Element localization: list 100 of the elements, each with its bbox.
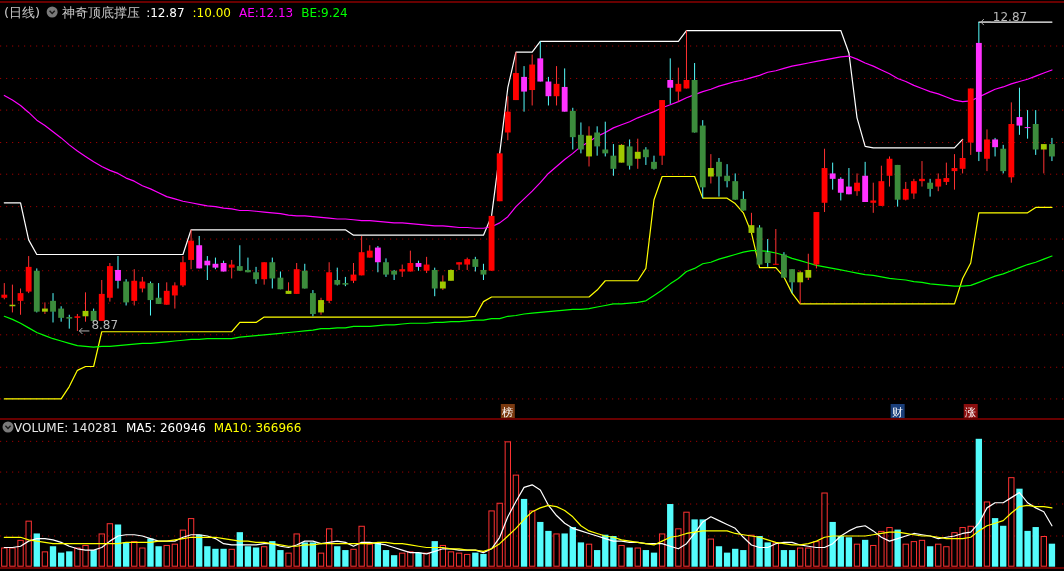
candlestick bbox=[626, 138, 633, 171]
bar bbox=[561, 533, 568, 567]
bar bbox=[1040, 536, 1047, 567]
candlestick bbox=[253, 266, 259, 285]
bar bbox=[577, 542, 585, 567]
annotation: 财 bbox=[892, 405, 904, 419]
chart-subtitle: 神奇顶底撑压 bbox=[62, 5, 141, 20]
bar bbox=[740, 550, 747, 567]
bar bbox=[98, 533, 105, 567]
bar bbox=[1048, 543, 1056, 567]
candlestick bbox=[521, 65, 527, 113]
bar bbox=[553, 533, 560, 567]
bar bbox=[983, 501, 991, 567]
candlestick bbox=[1000, 144, 1007, 174]
bar bbox=[439, 544, 447, 567]
candlestick bbox=[171, 281, 178, 310]
bar bbox=[325, 528, 333, 567]
bar bbox=[57, 552, 65, 567]
candlestick bbox=[504, 95, 511, 141]
annotation: :12.87 bbox=[146, 6, 185, 20]
bar bbox=[41, 551, 49, 567]
candlestick bbox=[910, 178, 917, 200]
bar bbox=[334, 546, 341, 567]
candlestick bbox=[1016, 87, 1023, 136]
bar bbox=[642, 550, 650, 567]
bar bbox=[667, 504, 674, 567]
candlestick bbox=[309, 289, 316, 317]
bar bbox=[853, 543, 861, 567]
candlestick bbox=[228, 259, 235, 279]
bar bbox=[537, 521, 544, 567]
bar bbox=[837, 536, 844, 567]
candlestick bbox=[642, 146, 649, 166]
bar bbox=[114, 524, 122, 567]
annotation: 涨 bbox=[965, 405, 977, 419]
bar bbox=[691, 519, 698, 567]
candlestick bbox=[837, 176, 844, 201]
candlestick bbox=[383, 257, 389, 278]
candlestick bbox=[634, 138, 641, 170]
candlestick bbox=[667, 57, 674, 105]
bar bbox=[650, 552, 658, 567]
candlestick bbox=[959, 138, 966, 174]
candlestick bbox=[707, 153, 714, 184]
bar bbox=[626, 547, 633, 567]
bar bbox=[545, 530, 552, 567]
bar bbox=[918, 539, 926, 567]
candlestick bbox=[992, 137, 999, 157]
candlestick bbox=[301, 263, 308, 289]
candlestick bbox=[115, 255, 121, 289]
bar bbox=[252, 547, 260, 567]
candlestick bbox=[870, 182, 877, 214]
candlestick bbox=[358, 235, 365, 276]
candlestick bbox=[577, 121, 584, 154]
candlestick bbox=[829, 162, 836, 191]
bar bbox=[455, 552, 463, 567]
bar bbox=[991, 518, 999, 567]
bar bbox=[520, 498, 528, 567]
bar bbox=[861, 539, 869, 567]
bar bbox=[204, 546, 211, 567]
candlestick bbox=[797, 270, 804, 305]
candlestick bbox=[236, 244, 243, 272]
annotation: 榜 bbox=[502, 405, 514, 419]
candlestick bbox=[594, 125, 601, 157]
bar bbox=[163, 544, 170, 567]
bar bbox=[301, 542, 308, 567]
candlestick bbox=[41, 301, 48, 315]
candlestick bbox=[764, 238, 771, 268]
bar bbox=[390, 555, 398, 567]
bar bbox=[975, 438, 983, 567]
annotation: :10.00 bbox=[192, 6, 231, 20]
bar bbox=[179, 529, 187, 567]
candlestick bbox=[155, 282, 162, 305]
bar bbox=[585, 543, 593, 567]
candlestick bbox=[196, 235, 203, 269]
bar bbox=[33, 533, 40, 567]
candlestick bbox=[545, 76, 552, 106]
candlestick bbox=[845, 167, 852, 195]
candlestick bbox=[740, 190, 747, 211]
text: MA10: 366966 bbox=[213, 421, 302, 435]
candlestick bbox=[456, 261, 463, 271]
bar bbox=[1000, 525, 1007, 567]
bar bbox=[723, 552, 731, 567]
bar bbox=[788, 550, 796, 567]
candlestick bbox=[927, 178, 934, 198]
bar bbox=[529, 510, 536, 567]
bar bbox=[845, 537, 853, 567]
bar bbox=[658, 533, 666, 567]
candlestick bbox=[732, 172, 739, 201]
candlestick bbox=[131, 268, 138, 306]
candlestick bbox=[261, 261, 268, 286]
candlestick bbox=[188, 229, 195, 270]
chart-title: (日线) bbox=[4, 5, 41, 20]
candlestick bbox=[50, 292, 56, 323]
text: AE:12.13 bbox=[238, 6, 294, 20]
bar bbox=[261, 546, 268, 567]
bar bbox=[309, 542, 317, 567]
bar bbox=[472, 552, 479, 567]
candlestick bbox=[431, 267, 438, 297]
bar bbox=[1008, 477, 1015, 567]
bar bbox=[244, 546, 252, 567]
bar bbox=[423, 552, 430, 567]
